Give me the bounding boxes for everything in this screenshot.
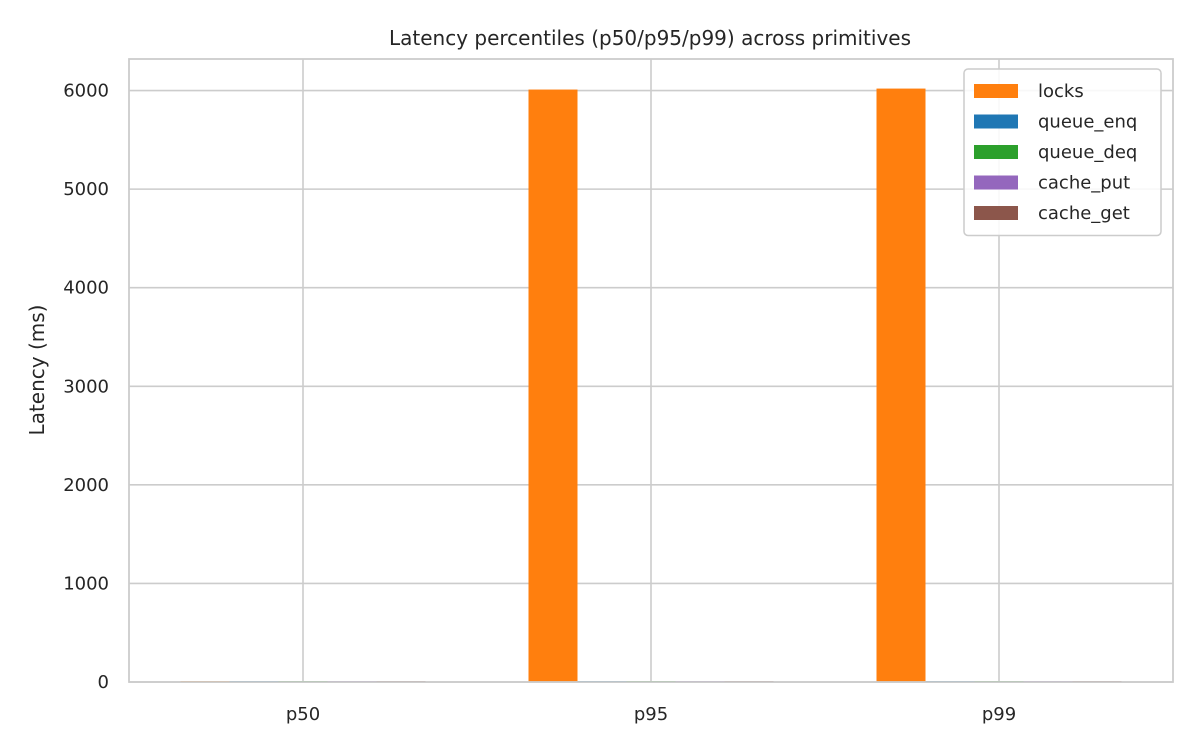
y-tick-label: 3000 <box>63 376 109 397</box>
bar-locks-p95 <box>528 89 578 683</box>
grid <box>129 59 1173 683</box>
y-tick-label: 5000 <box>63 179 109 200</box>
y-tick-label: 1000 <box>63 573 109 594</box>
y-tick-label: 2000 <box>63 475 109 496</box>
y-axis-label: Latency (ms) <box>25 305 49 436</box>
legend-swatch-queue_deq <box>974 145 1018 159</box>
bars <box>180 88 1122 683</box>
bar-locks-p99 <box>876 88 926 683</box>
plot-frame <box>128 58 1174 683</box>
y-tick-label: 6000 <box>63 81 109 102</box>
x-axis-ticks: p50 p95 p99 <box>286 704 1016 725</box>
legend-swatch-queue_enq <box>974 114 1018 129</box>
legend: locks queue_enq queue_deq cache_put cache_ge… <box>963 68 1162 237</box>
y-axis-ticks: 0 1000 2000 3000 4000 5000 6000 <box>63 81 109 693</box>
y-tick-label: 0 <box>98 672 109 693</box>
x-tick-label: p95 <box>634 704 668 725</box>
legend-swatch-cache_get <box>974 206 1018 220</box>
legend-label-locks: locks <box>1038 81 1084 102</box>
legend-label-queue_deq: queue_deq <box>1038 142 1137 163</box>
x-tick-label: p50 <box>286 704 320 725</box>
x-tick-label: p99 <box>982 704 1016 725</box>
y-tick-label: 4000 <box>63 278 109 299</box>
legend-swatch-cache_put <box>974 175 1018 190</box>
legend-label-queue_enq: queue_enq <box>1038 112 1137 133</box>
legend-label-cache_get: cache_get <box>1038 203 1130 224</box>
legend-label-cache_put: cache_put <box>1038 173 1130 194</box>
legend-box <box>963 68 1162 237</box>
chart-title: Latency percentiles (p50/p95/p99) across… <box>389 26 911 50</box>
legend-swatch-locks <box>974 84 1018 98</box>
